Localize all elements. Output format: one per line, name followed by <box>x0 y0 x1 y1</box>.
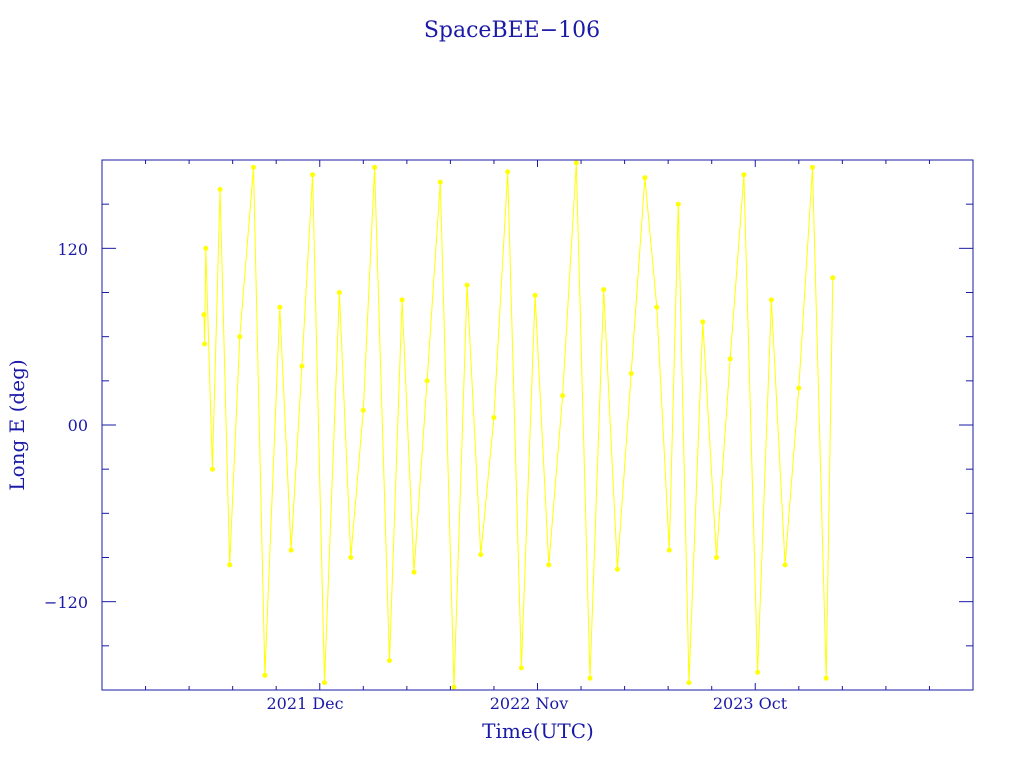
axis-ticks <box>101 160 974 690</box>
chart-title: SpaceBEE−106 <box>424 18 600 43</box>
plot-frame <box>101 159 974 691</box>
y-tick-label-1: 00 <box>68 416 88 435</box>
x-tick-label-2: 2023 Oct <box>713 694 788 713</box>
data-point <box>601 287 607 293</box>
data-point <box>203 245 209 251</box>
data-point <box>727 356 733 362</box>
data-point <box>614 566 620 572</box>
data-point <box>741 172 747 178</box>
data-point <box>348 555 354 560</box>
data-point <box>277 304 283 310</box>
plot-marks <box>201 160 836 690</box>
data-point <box>666 547 672 553</box>
data-point <box>387 658 392 664</box>
y-axis-label: Long E (deg) <box>5 359 29 490</box>
data-point <box>464 282 470 288</box>
data-point <box>322 680 327 686</box>
data-point <box>437 179 443 185</box>
data-point <box>451 684 457 690</box>
x-tick-label-0: 2021 Dec <box>266 694 343 713</box>
y-tick-label-2: −120 <box>44 593 88 612</box>
data-point <box>310 172 316 178</box>
data-point <box>518 665 524 671</box>
data-point <box>686 680 692 686</box>
data-point <box>299 363 305 369</box>
data-point <box>628 371 634 376</box>
data-point <box>755 669 761 675</box>
data-point <box>532 292 538 298</box>
data-point <box>478 552 484 558</box>
data-point <box>654 304 660 310</box>
data-point <box>227 562 233 568</box>
y-tick-label-0: 120 <box>57 240 88 259</box>
data-point <box>399 297 405 303</box>
data-point <box>675 201 681 207</box>
data-point <box>288 547 294 553</box>
data-point <box>237 334 243 340</box>
data-point <box>262 672 268 678</box>
data-point <box>411 569 417 575</box>
x-axis-label: Time(UTC) <box>482 719 594 743</box>
data-point <box>201 312 207 318</box>
data-point <box>810 164 815 170</box>
data-point <box>505 169 511 175</box>
data-point <box>823 675 829 681</box>
data-point <box>573 160 579 166</box>
data-point <box>768 297 774 303</box>
data-point <box>830 275 836 281</box>
data-point <box>714 555 719 560</box>
data-point <box>209 466 215 472</box>
data-point <box>336 290 342 295</box>
data-point <box>424 378 430 384</box>
data-point <box>782 562 788 568</box>
data-point <box>560 393 566 399</box>
data-point <box>796 385 802 391</box>
series-line-0 <box>203 162 834 688</box>
data-point <box>372 164 378 170</box>
data-point <box>491 415 497 421</box>
data-point <box>700 319 706 325</box>
data-point <box>251 164 256 170</box>
data-point <box>360 407 366 413</box>
data-point <box>587 675 593 681</box>
data-point <box>546 562 552 568</box>
data-point <box>202 341 208 347</box>
x-tick-label-1: 2022 Nov <box>490 694 568 713</box>
data-point <box>217 186 223 192</box>
data-point <box>642 175 648 181</box>
